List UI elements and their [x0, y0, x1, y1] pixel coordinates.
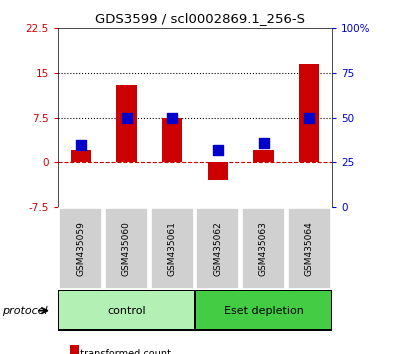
Text: Eset depletion: Eset depletion	[224, 306, 304, 316]
Bar	[208, 162, 228, 180]
Text: GSM435063: GSM435063	[259, 221, 268, 276]
Point	[78, 142, 84, 147]
Text: GSM435060: GSM435060	[122, 221, 131, 276]
Text: GSM435059: GSM435059	[76, 221, 85, 276]
Bar	[70, 150, 91, 162]
Text: transformed count: transformed count	[74, 349, 171, 354]
Text: GSM435061: GSM435061	[168, 221, 177, 276]
Point	[306, 115, 312, 120]
Bar	[253, 150, 274, 162]
Text: GSM435064: GSM435064	[305, 221, 314, 276]
Bar	[162, 118, 182, 162]
Point	[169, 115, 175, 120]
Text: protocol: protocol	[2, 306, 48, 316]
Bar	[299, 64, 320, 162]
Text: GDS3599 / scl0002869.1_256-S: GDS3599 / scl0002869.1_256-S	[95, 12, 305, 25]
Text: control: control	[107, 306, 146, 316]
Text: GSM435062: GSM435062	[213, 221, 222, 276]
Point	[260, 140, 267, 145]
Point	[215, 147, 221, 153]
Bar	[116, 85, 137, 162]
Point	[123, 115, 130, 120]
